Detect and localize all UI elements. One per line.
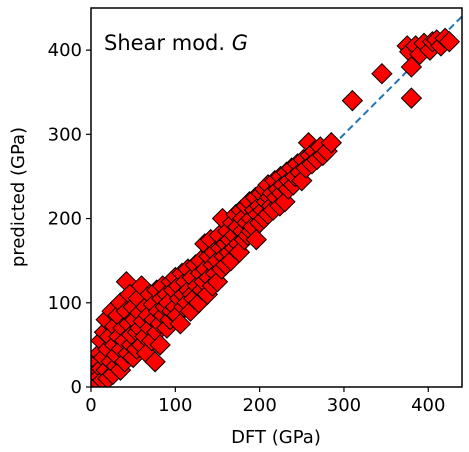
y-tick-label-100: 100 (48, 293, 82, 314)
y-tick-label-400: 400 (48, 40, 82, 61)
x-axis-title: DFT (GPa) (231, 427, 321, 448)
data-point-82 (169, 313, 192, 335)
data-point-191 (400, 56, 423, 78)
data-point-188 (371, 62, 393, 85)
data-point-65 (149, 334, 171, 356)
data-point-192 (400, 87, 423, 109)
data-point-201 (438, 30, 461, 53)
y-axis-title: predicted (GPa) (8, 127, 29, 267)
y-tick-label-0: 0 (71, 377, 82, 398)
chart-annotation: Shear mod. G (104, 31, 248, 55)
y-axis-ticks: 0 100 200 300 400 (48, 40, 91, 398)
data-point-60 (144, 351, 166, 373)
x-tick-label-100: 100 (158, 395, 192, 416)
data-points (91, 27, 461, 387)
x-tick-label-300: 300 (327, 395, 361, 416)
y-tick-label-200: 200 (48, 209, 82, 230)
annotation-symbol: G (232, 31, 248, 55)
y-tick-label-300: 300 (48, 124, 82, 145)
data-point-144 (245, 228, 267, 251)
annotation-text: Shear mod. (104, 31, 232, 55)
x-tick-label-200: 200 (242, 395, 276, 416)
x-tick-label-0: 0 (85, 395, 96, 416)
data-point-186 (320, 132, 343, 154)
x-axis-ticks: 0 100 200 300 400 (85, 387, 445, 416)
plot-frame (90, 7, 463, 388)
data-point-187 (341, 89, 364, 112)
x-tick-label-400: 400 (411, 395, 445, 416)
